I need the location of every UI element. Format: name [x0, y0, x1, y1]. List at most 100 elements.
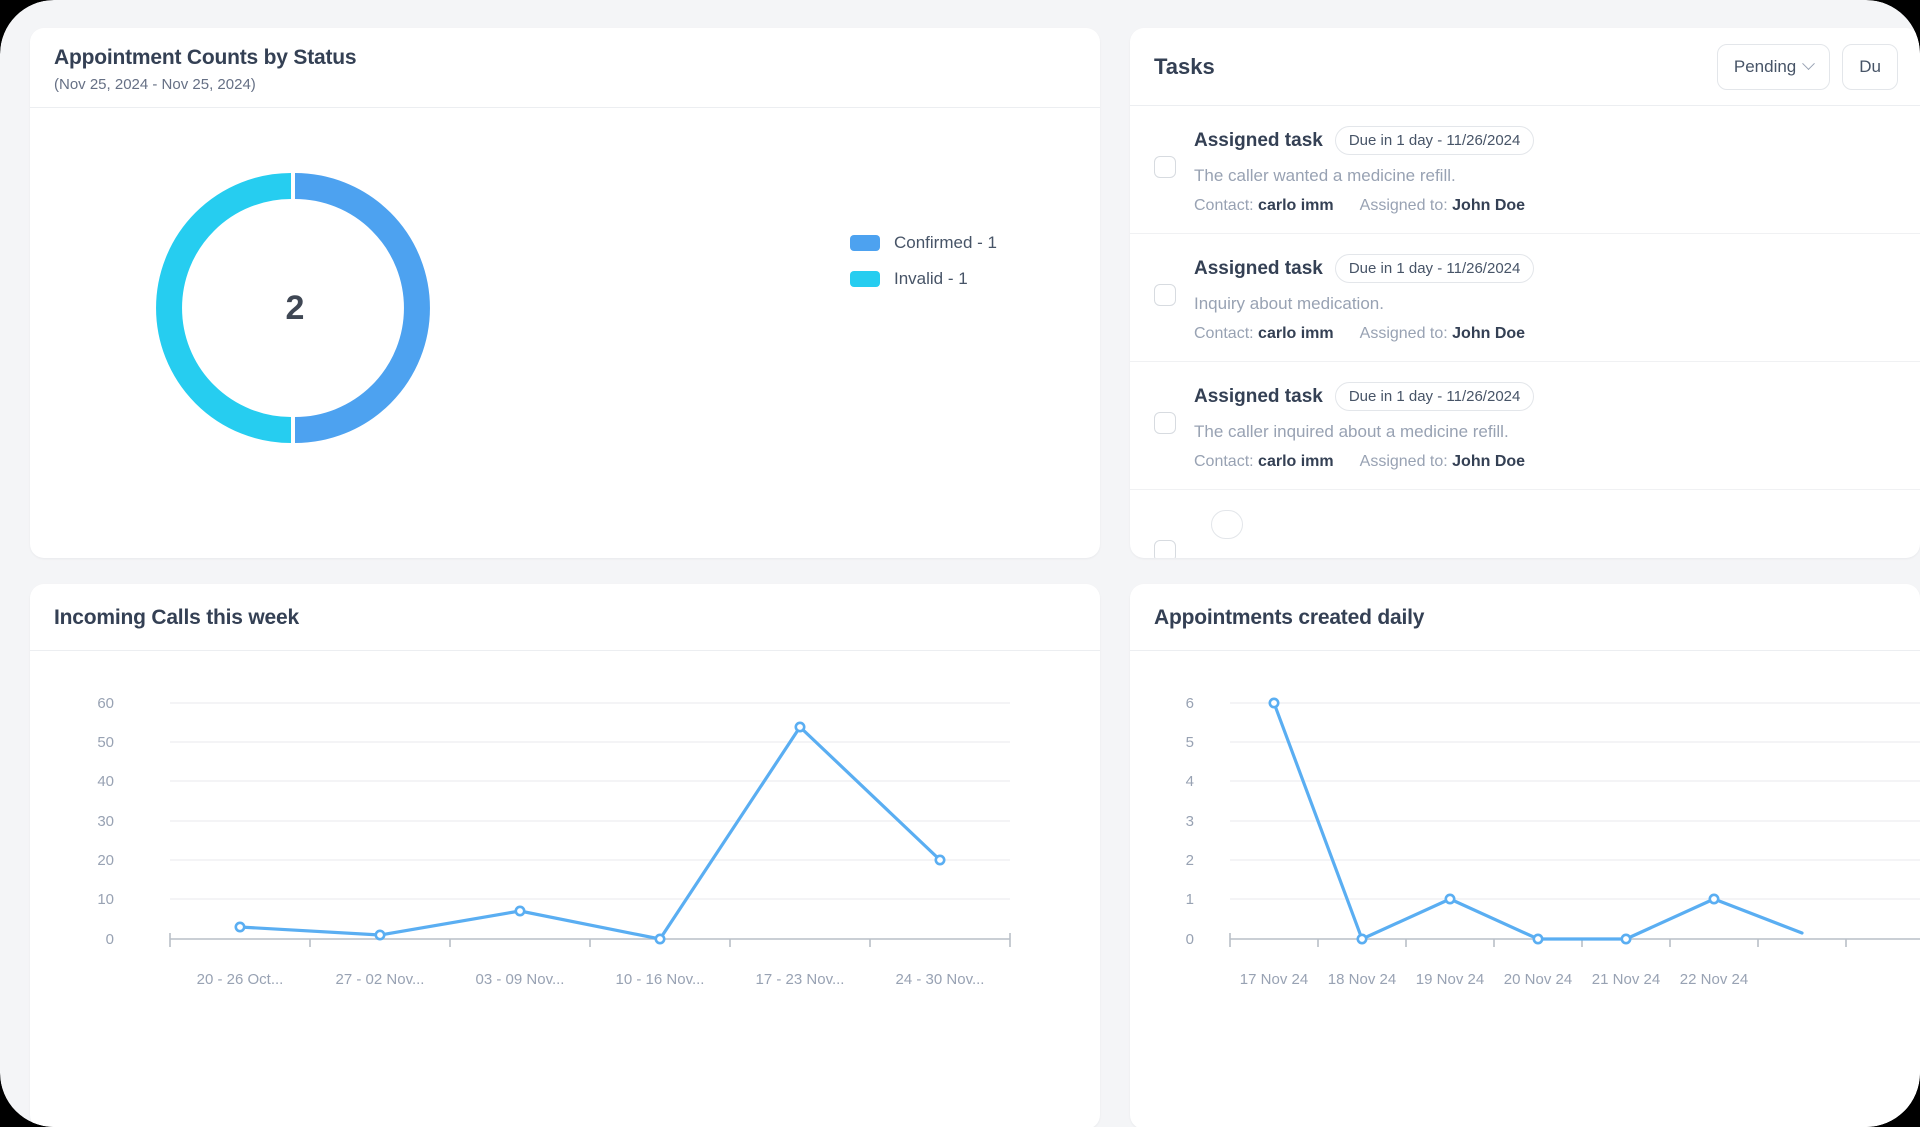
appointment-status-header: Appointment Counts by Status (Nov 25, 20… [30, 28, 1100, 108]
y-tick-label: 5 [1185, 734, 1194, 751]
y-tick-label: 4 [1185, 773, 1194, 790]
appointments-created-card: Appointments created daily [1130, 584, 1920, 1127]
task-assignee: Assigned to: John Doe [1359, 453, 1526, 470]
task-due-badge [1211, 510, 1244, 539]
data-point[interactable] [1356, 933, 1368, 945]
task-checkbox[interactable] [1154, 156, 1176, 178]
appointments-created-svg [1229, 697, 1920, 947]
data-point[interactable] [1620, 933, 1632, 945]
task-heading [1194, 510, 1896, 539]
x-tick-label: 10 - 16 Nov... [615, 971, 705, 988]
y-tick-label: 6 [1185, 695, 1194, 712]
x-tick-label: 22 Nov 24 [1679, 971, 1749, 988]
appointments-created-title: Appointments created daily [1154, 606, 1425, 629]
due-filter-dropdown[interactable]: Du [1842, 43, 1898, 90]
task-row[interactable]: Assigned task Due in 1 day - 11/26/2024 … [1130, 106, 1920, 234]
task-checkbox[interactable] [1154, 284, 1176, 306]
task-content: Assigned task Due in 1 day - 11/26/2024 … [1194, 254, 1896, 343]
tasks-title: Tasks [1154, 53, 1215, 79]
task-row[interactable]: Assigned task Due in 1 day - 11/26/2024 … [1130, 234, 1920, 362]
task-meta: Contact: carlo imm Assigned to: John Doe [1194, 197, 1896, 215]
task-contact: Contact: carlo imm [1194, 197, 1334, 214]
donut-slice-invalid[interactable] [156, 173, 292, 443]
donut-center-total: 2 [285, 288, 305, 327]
task-due-badge: Due in 1 day - 11/26/2024 [1334, 126, 1535, 155]
task-description: Inquiry about medication. [1194, 294, 1384, 313]
task-list: Assigned task Due in 1 day - 11/26/2024 … [1130, 106, 1920, 558]
task-checkbox[interactable] [1154, 412, 1176, 434]
task-heading: Assigned task Due in 1 day - 11/26/2024 [1194, 382, 1896, 411]
dashboard-grid: Appointment Counts by Status (Nov 25, 20… [30, 28, 1920, 1127]
donut-slice-confirmed[interactable] [294, 173, 430, 443]
legend-label-invalid: Invalid - 1 [894, 269, 968, 288]
x-tick-label: 27 - 02 Nov... [335, 971, 425, 988]
x-tick-label: 17 Nov 24 [1239, 971, 1309, 988]
status-filter-dropdown[interactable]: Pending [1716, 43, 1831, 90]
incoming-calls-card: Incoming Calls this week [30, 584, 1100, 1127]
task-heading: Assigned task Due in 1 day - 11/26/2024 [1194, 254, 1896, 283]
appointments-created-header: Appointments created daily [1130, 584, 1920, 651]
y-tick-label: 3 [1185, 813, 1194, 830]
task-content: Assigned task Due in 1 day - 11/26/2024 … [1194, 382, 1896, 471]
task-description: The caller wanted a medicine refill. [1194, 166, 1456, 185]
y-tick-label: 0 [1185, 931, 1194, 948]
task-assignee: Assigned to: John Doe [1359, 325, 1526, 342]
task-heading: Assigned task Due in 1 day - 11/26/2024 [1194, 126, 1896, 155]
x-tick-label: 21 Nov 24 [1591, 971, 1661, 988]
task-due-badge: Due in 1 day - 11/26/2024 [1334, 382, 1535, 411]
x-tick-label: 24 - 30 Nov... [895, 971, 985, 988]
appointments-created-chart: 6 5 4 3 2 1 0 17 Nov 24 18 Nov 24 19 Nov… [1130, 651, 1920, 1121]
page-title: Appointment Counts by Status [54, 46, 357, 69]
data-point[interactable] [1532, 933, 1544, 945]
task-contact: Contact: carlo imm [1194, 453, 1334, 470]
y-tick-label: 30 [97, 813, 114, 830]
donut-chart-body: 2 Confirmed - 1 Invalid - 1 [30, 108, 1100, 548]
legend-item-confirmed[interactable]: Confirmed - 1 [850, 233, 997, 253]
incoming-calls-chart: 60 50 40 30 20 10 0 20 - 26 Oct... 27 - … [30, 651, 1100, 1121]
task-name: Assigned task [1194, 257, 1323, 279]
calls-line-series [238, 725, 942, 941]
due-filter-label: Du [1859, 56, 1881, 76]
task-content [1194, 510, 1896, 558]
date-range-subtitle: (Nov 25, 2024 - Nov 25, 2024) [54, 76, 256, 93]
data-point[interactable] [654, 933, 666, 945]
data-point[interactable] [374, 929, 386, 941]
y-tick-label: 2 [1185, 852, 1194, 869]
data-point[interactable] [934, 854, 946, 866]
legend-item-invalid[interactable]: Invalid - 1 [850, 269, 997, 289]
incoming-calls-title: Incoming Calls this week [54, 606, 299, 629]
data-point[interactable] [514, 905, 526, 917]
data-point[interactable] [1268, 697, 1280, 709]
task-name: Assigned task [1194, 385, 1323, 407]
x-tick-label: 03 - 09 Nov... [475, 971, 565, 988]
task-description: The caller inquired about a medicine ref… [1194, 422, 1509, 441]
legend-swatch-icon [850, 271, 880, 287]
x-tick-label: 20 Nov 24 [1503, 971, 1573, 988]
y-tick-label: 60 [97, 695, 114, 712]
task-name [1194, 514, 1199, 536]
x-tick-label: 18 Nov 24 [1327, 971, 1397, 988]
x-tick-label: 19 Nov 24 [1415, 971, 1485, 988]
task-row-clipped[interactable] [1130, 490, 1920, 558]
y-tick-label: 1 [1185, 891, 1194, 908]
task-checkbox[interactable] [1154, 540, 1176, 558]
task-row[interactable]: Assigned task Due in 1 day - 11/26/2024 … [1130, 362, 1920, 490]
y-tick-label: 10 [97, 891, 114, 908]
task-meta: Contact: carlo imm Assigned to: John Doe [1194, 325, 1896, 343]
data-point[interactable] [794, 721, 806, 733]
x-tick-label: 20 - 26 Oct... [196, 971, 284, 988]
y-tick-label: 0 [105, 931, 114, 948]
data-point[interactable] [234, 921, 246, 933]
appointment-status-card: Appointment Counts by Status (Nov 25, 20… [30, 28, 1100, 558]
tasks-card: Tasks Pending Du Assigned task Due in 1 … [1130, 28, 1920, 558]
data-point[interactable] [1444, 893, 1456, 905]
chevron-down-icon [1802, 57, 1816, 71]
y-tick-label: 20 [97, 852, 114, 869]
tasks-filter-group: Pending Du [1716, 43, 1898, 90]
data-point[interactable] [1708, 893, 1720, 905]
task-assignee: Assigned to: John Doe [1359, 197, 1526, 214]
task-meta: Contact: carlo imm Assigned to: John Doe [1194, 453, 1896, 471]
y-tick-label: 40 [97, 773, 114, 790]
legend-label-confirmed: Confirmed - 1 [894, 233, 997, 252]
